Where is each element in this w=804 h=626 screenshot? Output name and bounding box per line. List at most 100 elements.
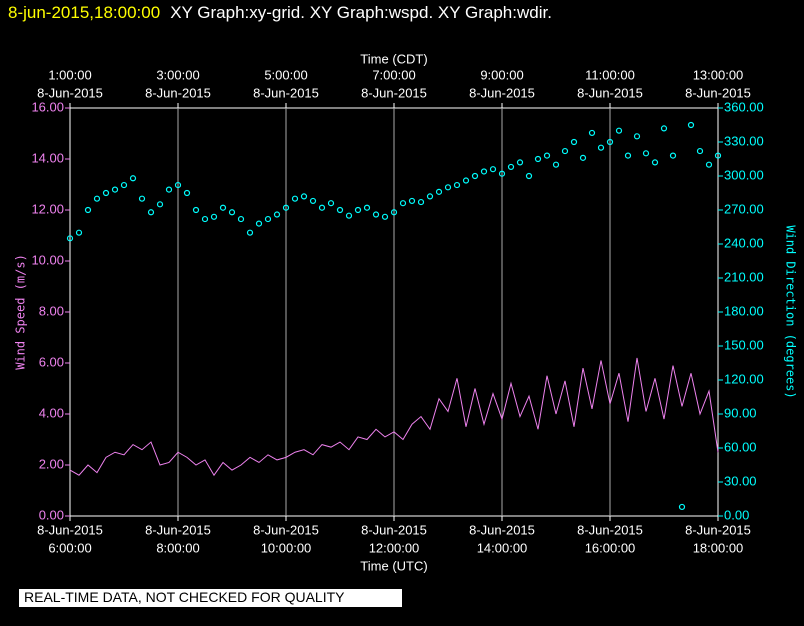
wdir-point bbox=[615, 127, 623, 134]
x2-tick-label: 8-Jun-2015 bbox=[37, 85, 103, 100]
wdir-point bbox=[282, 204, 290, 211]
wdir-point bbox=[417, 198, 425, 206]
wdir-point bbox=[471, 172, 479, 180]
y-tick-label: 0.00 bbox=[39, 507, 64, 522]
y2-tick-label: 150.00 bbox=[724, 337, 764, 352]
x2-tick-label: 5:00:00 bbox=[264, 67, 307, 82]
wdir-point bbox=[201, 215, 209, 223]
wdir-point bbox=[156, 201, 164, 208]
x2-tick-label: 3:00:00 bbox=[156, 67, 199, 82]
y2-tick-label: 0.00 bbox=[724, 507, 749, 522]
wdir-point bbox=[210, 213, 218, 220]
wdir-point bbox=[165, 186, 173, 193]
wspd-line bbox=[69, 357, 719, 477]
wdir-point bbox=[534, 155, 542, 163]
wdir-point bbox=[246, 229, 254, 236]
wdir-point bbox=[552, 161, 560, 168]
wdir-point bbox=[93, 195, 101, 202]
y-tick-label: 10.00 bbox=[31, 252, 64, 267]
y-tick-label: 2.00 bbox=[39, 456, 64, 471]
wdir-point bbox=[633, 133, 641, 140]
wdir-point bbox=[588, 129, 596, 137]
wdir-point bbox=[363, 204, 371, 211]
wdir-point bbox=[714, 152, 722, 159]
x-tick-label: 8-Jun-2015 bbox=[577, 522, 643, 537]
wdir-point bbox=[264, 215, 272, 223]
wdir-point bbox=[525, 172, 533, 180]
x-tick-label: 18:00:00 bbox=[693, 540, 744, 555]
wdir-point bbox=[642, 150, 650, 157]
wdir-point bbox=[291, 195, 299, 202]
wdir-point bbox=[327, 200, 335, 207]
wdir-point bbox=[597, 144, 605, 151]
header: 8-jun-2015,18:00:00 XY Graph:xy-grid. XY … bbox=[8, 3, 552, 22]
wdir-point bbox=[381, 213, 389, 220]
note: REAL-TIME DATA, NOT CHECKED FOR QUALITY bbox=[24, 589, 345, 605]
y-tick-label: 14.00 bbox=[31, 150, 64, 165]
wdir-point bbox=[183, 189, 191, 197]
y-tick-label: 4.00 bbox=[39, 405, 64, 420]
wdir-point bbox=[399, 200, 407, 207]
wdir-point bbox=[444, 184, 452, 191]
y-axis-title: Wind Speed (m/s) bbox=[14, 254, 28, 370]
wdir-point bbox=[318, 204, 326, 211]
wdir-point bbox=[669, 152, 677, 159]
y-tick-label: 16.00 bbox=[31, 99, 64, 114]
x-tick-label: 8-Jun-2015 bbox=[469, 522, 535, 537]
wdir-point bbox=[75, 229, 83, 236]
x2-tick-label: 8-Jun-2015 bbox=[361, 85, 427, 100]
wdir-point bbox=[408, 197, 416, 205]
x2-tick-label: 1:00:00 bbox=[48, 67, 91, 82]
wdir-point bbox=[426, 193, 434, 200]
wdir-point bbox=[462, 177, 470, 184]
y2-tick-label: 270.00 bbox=[724, 201, 764, 216]
wdir-point bbox=[696, 147, 704, 155]
wdir-point bbox=[237, 215, 245, 223]
y2-tick-label: 60.00 bbox=[724, 439, 757, 454]
wdir-point bbox=[309, 197, 317, 205]
x2-tick-label: 8-Jun-2015 bbox=[577, 85, 643, 100]
wdir-point bbox=[543, 152, 551, 159]
wdir-point bbox=[273, 211, 281, 218]
y2-tick-label: 240.00 bbox=[724, 235, 764, 250]
note-box bbox=[19, 589, 402, 607]
y2-axis-title: Wind Direction (degrees) bbox=[784, 225, 798, 398]
wdir-point bbox=[570, 138, 578, 146]
wdir-point bbox=[435, 188, 443, 195]
x2-tick-label: 7:00:00 bbox=[372, 67, 415, 82]
y2-tick-label: 210.00 bbox=[724, 269, 764, 284]
x2-tick-label: 8-Jun-2015 bbox=[685, 85, 751, 100]
x-tick-label: 16:00:00 bbox=[585, 540, 636, 555]
timestamp: 8-jun-2015,18:00:00 bbox=[8, 3, 160, 22]
x-tick-label: 10:00:00 bbox=[261, 540, 312, 555]
x2-tick-label: 13:00:00 bbox=[693, 67, 744, 82]
wdir-point bbox=[705, 161, 713, 168]
x2-tick-label: 8-Jun-2015 bbox=[145, 85, 211, 100]
wdir-point bbox=[489, 166, 497, 173]
wdir-point bbox=[372, 211, 380, 218]
wdir-point bbox=[138, 195, 146, 202]
wdir-point bbox=[498, 170, 506, 177]
wdir-point bbox=[102, 189, 110, 197]
wdir-point bbox=[147, 209, 155, 216]
wdir-point bbox=[390, 209, 398, 216]
wdir-point bbox=[111, 186, 119, 193]
x-tick-label: 8-Jun-2015 bbox=[37, 522, 103, 537]
x-tick-label: 8-Jun-2015 bbox=[145, 522, 211, 537]
wdir-point bbox=[579, 154, 587, 161]
wdir-point bbox=[480, 168, 488, 175]
y2-tick-label: 30.00 bbox=[724, 473, 757, 488]
wdir-point bbox=[219, 204, 227, 211]
x-tick-label: 6:00:00 bbox=[48, 540, 91, 555]
x-tick-label: 12:00:00 bbox=[369, 540, 420, 555]
y2-tick-label: 180.00 bbox=[724, 303, 764, 318]
wdir-point bbox=[660, 125, 668, 132]
x-tick-label: 14:00:00 bbox=[477, 540, 528, 555]
x2-axis-title: Time (CDT) bbox=[360, 51, 427, 66]
wdir-point bbox=[255, 220, 263, 227]
wdir-point bbox=[678, 503, 686, 511]
y-tick-label: 8.00 bbox=[39, 303, 64, 318]
y2-tick-label: 300.00 bbox=[724, 167, 764, 182]
wdir-point bbox=[336, 206, 344, 214]
